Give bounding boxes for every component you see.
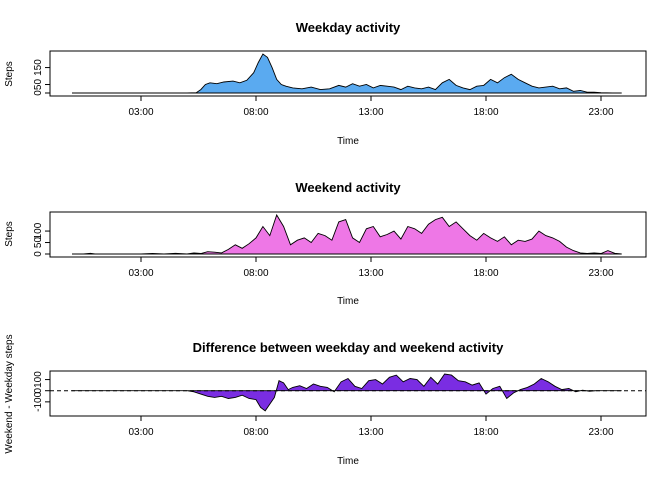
y-tick-label: 0	[33, 251, 44, 257]
x-axis-label: Time	[337, 136, 359, 147]
y-tick-label: 150	[33, 59, 44, 76]
y-tick-label: 100	[33, 222, 44, 239]
y-axis-label: Weekend - Weekday steps	[4, 334, 15, 453]
panel-title: Difference between weekday and weekend a…	[193, 340, 504, 355]
x-tick-label: 13:00	[358, 268, 383, 279]
series-area	[72, 53, 622, 94]
panel-title: Weekday activity	[296, 20, 401, 35]
x-tick-label: 13:00	[358, 107, 383, 118]
y-tick-label: -100	[33, 391, 44, 411]
y-tick-label: 50	[33, 237, 44, 249]
x-tick-label: 13:00	[358, 427, 383, 438]
x-tick-label: 23:00	[588, 107, 613, 118]
x-tick-label: 18:00	[473, 427, 498, 438]
y-tick-label: 100	[33, 371, 44, 388]
x-tick-label: 08:00	[243, 268, 268, 279]
x-tick-label: 08:00	[243, 427, 268, 438]
x-tick-label: 03:00	[128, 268, 153, 279]
panel-difference: Difference between weekday and weekend a…	[4, 334, 647, 467]
plot-box	[49, 370, 647, 417]
panel-weekday: Weekday activity Time Steps 03:00 08:00 13…	[4, 20, 647, 147]
y-axis-label: Steps	[4, 221, 15, 247]
x-axis-label: Time	[337, 456, 359, 467]
series-area	[72, 213, 622, 255]
y-axis-label: Steps	[4, 61, 15, 87]
x-tick-label: 08:00	[243, 107, 268, 118]
y-tick-label: 50	[33, 79, 44, 91]
x-tick-label: 18:00	[473, 268, 498, 279]
x-axis-label: Time	[337, 296, 359, 307]
x-tick-label: 03:00	[128, 107, 153, 118]
y-tick-label: 0	[33, 387, 44, 393]
x-tick-label: 23:00	[588, 427, 613, 438]
x-tick-label: 23:00	[588, 268, 613, 279]
panel-weekend: Weekend activity Time Steps 03:00 08:00 13…	[4, 180, 647, 307]
panel-title: Weekend activity	[295, 180, 401, 195]
x-tick-label: 18:00	[473, 107, 498, 118]
series-area	[72, 373, 622, 412]
y-tick-label: 0	[33, 90, 44, 96]
x-tick-label: 03:00	[128, 427, 153, 438]
